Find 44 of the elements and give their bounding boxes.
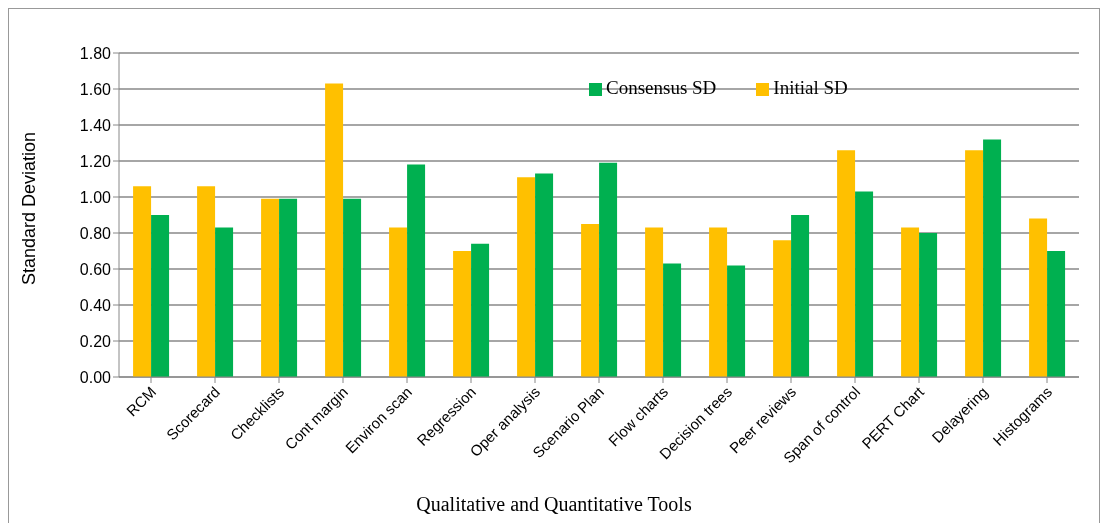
- bar: [791, 215, 810, 377]
- legend-label: Consensus SD: [606, 77, 717, 98]
- y-tick-label: 1.80: [79, 44, 112, 62]
- bar: [1029, 218, 1048, 377]
- bar: [133, 186, 152, 377]
- bar: [855, 191, 874, 377]
- bar: [197, 186, 216, 377]
- y-tick-label: 1.20: [79, 152, 112, 170]
- y-axis-title: Standard Deviation: [19, 131, 40, 285]
- y-tick-label: 0.80: [79, 224, 112, 242]
- bar: [453, 251, 472, 377]
- bar: [151, 215, 170, 377]
- bar: [215, 227, 234, 377]
- bar: [535, 173, 554, 377]
- bar: [407, 164, 426, 377]
- bar: [599, 162, 618, 377]
- bar: [279, 198, 298, 377]
- y-tick-label: 1.60: [79, 80, 112, 98]
- bar: [919, 233, 938, 377]
- y-tick-label: 1.00: [79, 188, 112, 206]
- y-tick-label: 0.00: [79, 368, 112, 386]
- bar: [965, 150, 984, 377]
- bar: [581, 224, 600, 377]
- bar: [343, 198, 362, 377]
- bar: [983, 139, 1002, 377]
- bar: [727, 265, 746, 377]
- bar: [517, 177, 536, 377]
- bar: [709, 227, 728, 377]
- bar: [471, 243, 490, 377]
- legend-label: Initial SD: [773, 77, 848, 98]
- bar: [1047, 251, 1066, 377]
- bar: [389, 227, 408, 377]
- bar: [901, 227, 920, 377]
- y-tick-label: 0.20: [79, 332, 112, 350]
- bar: [773, 240, 792, 377]
- y-tick-label: 0.60: [79, 260, 112, 278]
- bar: [645, 227, 664, 377]
- y-tick-label: 0.40: [79, 296, 112, 314]
- bar: [261, 198, 280, 377]
- bar: [663, 263, 682, 377]
- bar: [837, 150, 856, 377]
- bar: [325, 83, 344, 377]
- y-tick-label: 1.40: [79, 116, 112, 134]
- x-axis-title: Qualitative and Quantitative Tools: [415, 493, 693, 516]
